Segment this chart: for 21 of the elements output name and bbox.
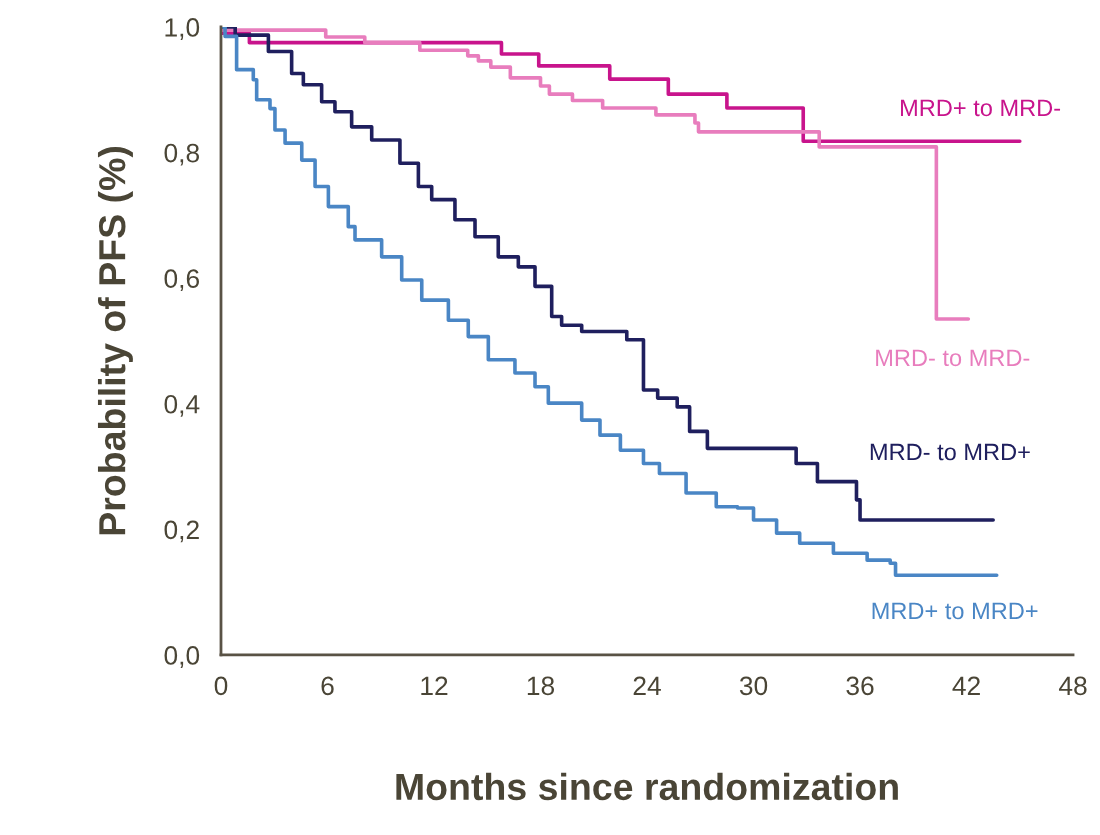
x-axis-title: Months since randomization (396, 772, 898, 801)
x-tick-label: 30 (739, 676, 768, 696)
y-tick-label: 0,4 (164, 394, 200, 417)
y-axis-title: Probability of PFS (%) (97, 146, 133, 535)
x-tick-label: 12 (421, 676, 448, 695)
series-label: MRD- to MRD+ (870, 443, 1030, 461)
x-tick-label: 36 (846, 676, 874, 696)
x-tick-label: 6 (321, 676, 334, 696)
x-tick-label: 0 (214, 676, 228, 696)
y-tick-label: 0,0 (164, 646, 200, 668)
x-tick-label: 48 (1058, 676, 1087, 696)
y-tick-label: 1,0 (165, 18, 200, 40)
x-tick-label: 24 (633, 676, 661, 695)
series-label: MRD+ to MRD- (901, 99, 1061, 117)
y-tick-label: 0,6 (164, 269, 199, 292)
series-label: MRD+ to MRD+ (872, 602, 1038, 620)
x-tick-label: 42 (952, 676, 980, 695)
y-tick-label: 0,8 (164, 143, 200, 166)
y-tick-label: 0,2 (164, 520, 199, 543)
x-tick-label: 18 (527, 676, 555, 696)
series-label: MRD- to MRD- (876, 349, 1030, 367)
